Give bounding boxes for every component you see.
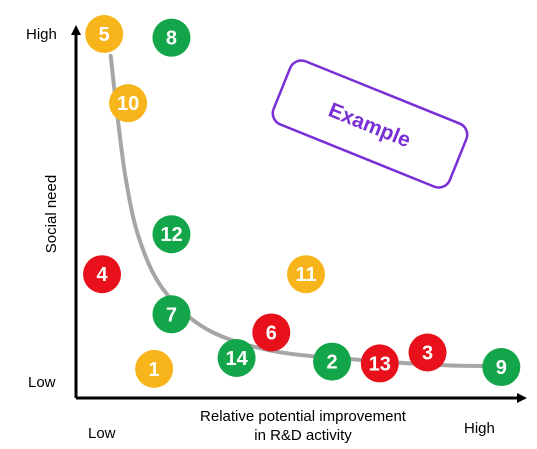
point-14-marker [217, 338, 256, 377]
example-box [271, 59, 469, 189]
point-12: 12 [152, 215, 191, 254]
point-9: 9 [482, 348, 521, 387]
point-13-marker [360, 344, 399, 383]
point-5-label: 5 [99, 24, 110, 46]
point-1-label: 1 [149, 359, 160, 381]
x-tick-high: High [464, 420, 495, 437]
point-7-label: 7 [166, 304, 177, 326]
point-6-label: 6 [266, 322, 277, 344]
point-1: 1 [135, 349, 174, 388]
point-3: 3 [408, 333, 447, 372]
y-tick-low: Low [28, 374, 56, 391]
trend-curve [108, 53, 495, 368]
x-axis-title-line-2: in R&D activity [254, 427, 352, 444]
point-5-marker [85, 15, 124, 53]
x-axis-title-line-1: Relative potential improvement [200, 408, 407, 425]
point-13-label: 13 [369, 353, 391, 375]
point-7: 7 [152, 295, 191, 334]
point-1-marker [135, 349, 174, 388]
point-10-marker [109, 84, 148, 123]
point-2-marker [313, 342, 352, 381]
point-2: 2 [313, 342, 352, 381]
point-11-marker [287, 255, 326, 294]
point-2-label: 2 [326, 352, 337, 374]
point-10-label: 10 [117, 93, 139, 115]
point-7-marker [152, 295, 191, 334]
point-8-marker [152, 18, 191, 57]
point-6-marker [252, 313, 291, 352]
point-8: 8 [152, 18, 191, 57]
point-5: 5 [85, 15, 124, 53]
point-10: 10 [109, 84, 148, 123]
point-6: 6 [252, 313, 291, 352]
point-4: 4 [83, 255, 122, 294]
y-tick-high: High [26, 26, 57, 43]
point-13: 13 [360, 344, 399, 383]
point-12-label: 12 [160, 224, 182, 246]
point-9-marker [482, 348, 521, 387]
x-tick-low: Low [88, 425, 116, 442]
point-11: 11 [287, 255, 326, 294]
point-3-label: 3 [422, 343, 433, 365]
point-3-marker [408, 333, 447, 372]
example-annotation: Example [271, 59, 469, 189]
point-14-label: 14 [225, 348, 248, 370]
point-4-marker [83, 255, 122, 294]
point-8-label: 8 [166, 28, 177, 50]
point-12-marker [152, 215, 191, 254]
y-axis-title: Social need [43, 175, 60, 253]
point-14: 14 [217, 338, 256, 377]
point-11-label: 11 [295, 264, 316, 286]
point-4-label: 4 [96, 264, 108, 286]
point-9-label: 9 [496, 357, 507, 379]
